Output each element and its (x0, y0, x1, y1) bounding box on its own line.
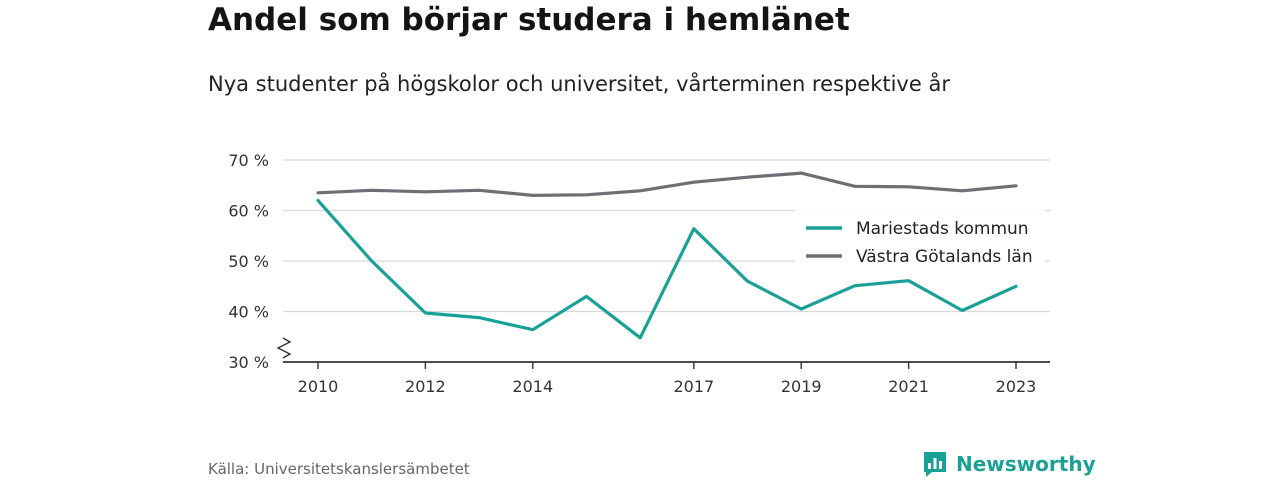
y-tick-label: 70 % (228, 151, 269, 170)
series-line-vastra-gotaland (316, 171, 1018, 197)
y-axis-ticks: 30 % 40 % 50 % 60 % 70 % (228, 151, 292, 372)
bar-chart-speech-icon (924, 452, 946, 477)
y-tick-label: 40 % (228, 303, 269, 322)
x-axis-ticks: 2010 2012 2014 2017 2019 2021 2023 (298, 362, 1037, 396)
x-tick-label: 2014 (512, 377, 553, 396)
x-tick-label: 2012 (405, 377, 446, 396)
x-tick-label: 2023 (996, 377, 1037, 396)
legend-label: Mariestads kommun (856, 219, 1029, 239)
series-lines (316, 171, 1018, 340)
brand-logo: Newsworthy (922, 450, 1096, 478)
brand-name: Newsworthy (956, 452, 1096, 476)
chart-subtitle: Nya studenter på högskolor och universit… (208, 72, 950, 96)
legend-background (795, 210, 1045, 268)
source-note: Källa: Universitetskanslersämbetet (208, 460, 470, 478)
x-tick-label: 2017 (673, 377, 714, 396)
axis-break-mark (276, 337, 292, 359)
y-tick-label: 30 % (228, 353, 269, 372)
legend-label: Västra Götalands län (856, 247, 1033, 267)
legend: Mariestads kommun Västra Götalands län (795, 210, 1045, 268)
series-line-mariestad (316, 198, 1018, 340)
line-chart: 30 %40 %50 %60 %70 % 2010 2012 2014 2017 201… (228, 151, 1050, 396)
x-tick-label: 2019 (781, 377, 822, 396)
y-tick-label: 60 % (228, 202, 269, 221)
x-tick-label: 2021 (888, 377, 929, 396)
chart-title: Andel som börjar studera i hemlänet (208, 2, 850, 38)
y-tick-label: 50 % (228, 252, 269, 271)
x-tick-label: 2010 (298, 377, 339, 396)
